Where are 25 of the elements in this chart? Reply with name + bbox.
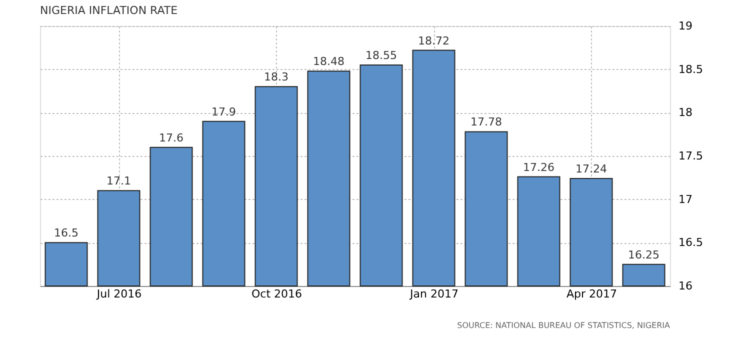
data-label: 17.6 [159, 131, 184, 144]
data-label: 16.5 [54, 226, 78, 240]
y-tick-label: 17 [678, 192, 692, 206]
data-label: 16.25 [628, 248, 660, 262]
y-tick-label: 16.5 [678, 236, 703, 250]
data-label: 17.9 [212, 105, 236, 118]
x-tick-label: Jan 2017 [409, 288, 458, 300]
chart-title: NIGERIA INFLATION RATE [40, 4, 178, 17]
data-label: 17.1 [106, 174, 131, 188]
y-tick-label: 16 [678, 280, 692, 292]
data-label: 17.24 [576, 162, 607, 176]
data-label: 18.48 [313, 55, 344, 68]
y-tick-label: 18 [678, 106, 692, 120]
data-label: 17.26 [523, 160, 554, 174]
x-tick-label: Apr 2017 [566, 288, 618, 300]
data-label: 18.55 [366, 49, 397, 62]
y-tick-label: 19 [678, 20, 692, 32]
data-label: 18.3 [264, 70, 288, 84]
x-tick-label: Oct 2016 [251, 288, 302, 300]
data-label: 18.72 [418, 34, 450, 48]
data-label: 17.78 [470, 116, 502, 129]
y-tick-label: 17.5 [678, 150, 703, 162]
y-tick-label: 18.5 [678, 62, 703, 76]
source-note: SOURCE: NATIONAL BUREAU OF STATISTICS, NIGERIA [457, 321, 671, 330]
x-tick-label: Jul 2016 [96, 288, 142, 300]
